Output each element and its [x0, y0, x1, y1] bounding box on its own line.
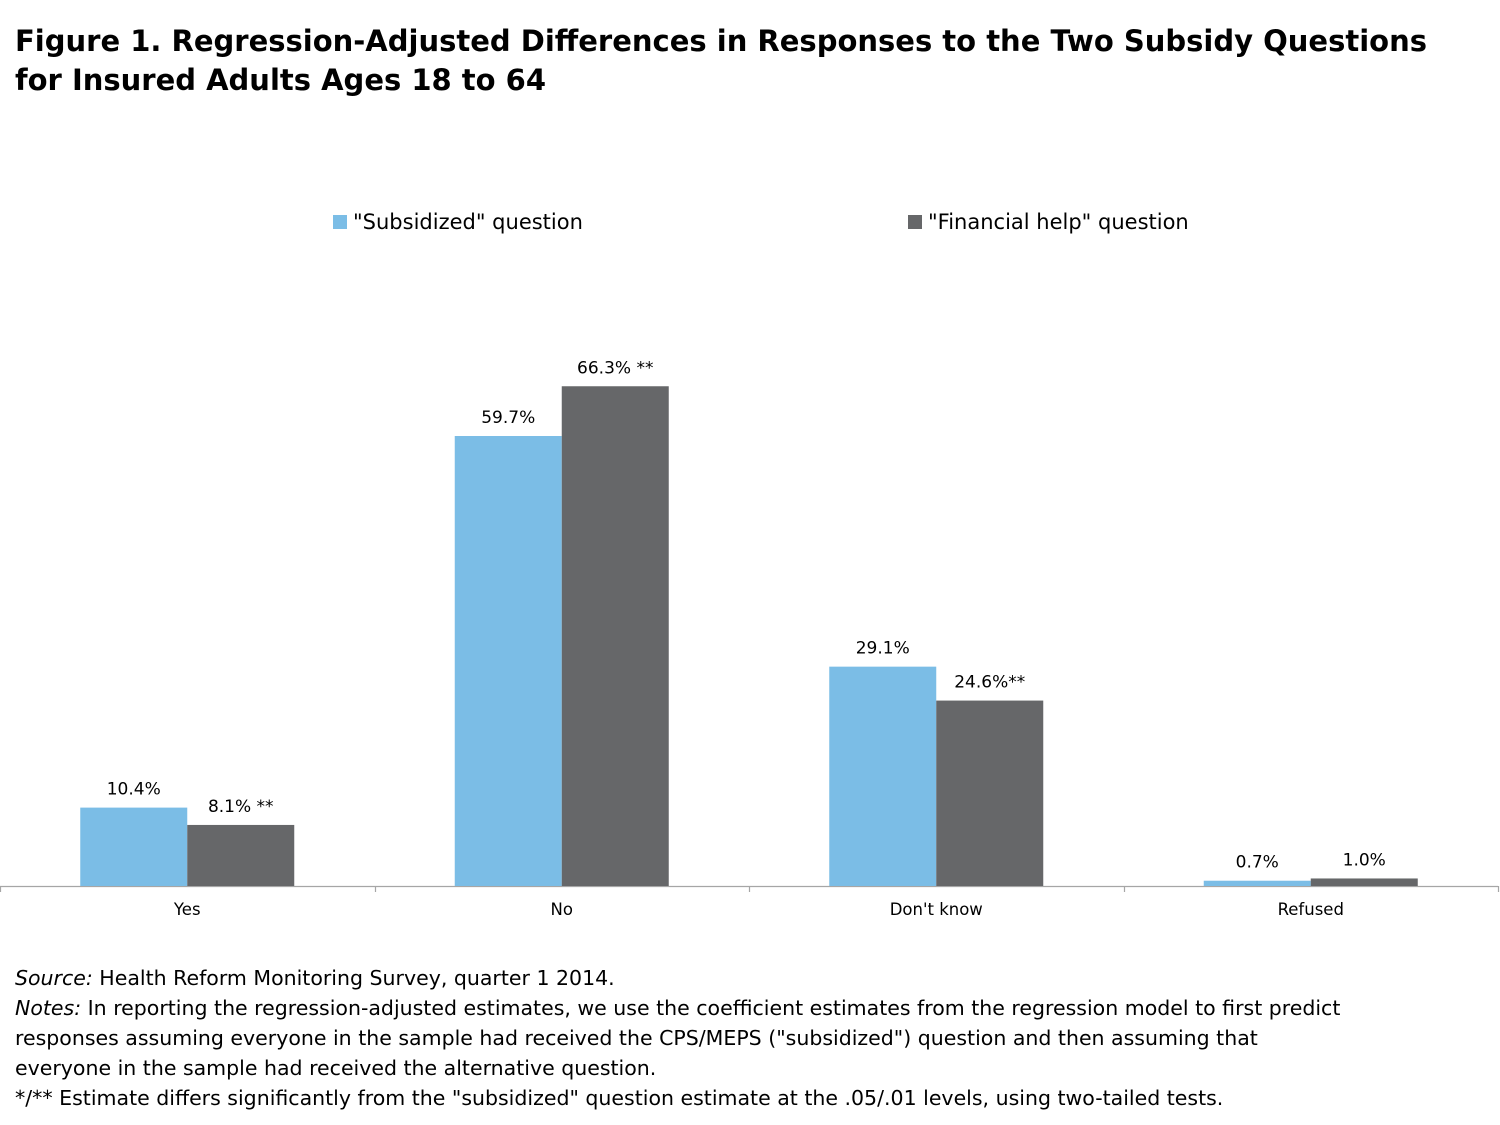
source-text: Health Reform Monitoring Survey, quarter… — [92, 966, 615, 990]
chart-title-line2: for Insured Adults Ages 18 to 64 — [15, 63, 547, 97]
data-label-financial-3: 1.0% — [1343, 850, 1386, 870]
legend-label-financial: "Financial help" question — [928, 210, 1189, 234]
bar-financial-0 — [187, 824, 295, 886]
x-tick-label-1: No — [551, 900, 573, 919]
bar-subsidized-1 — [454, 436, 562, 886]
x-tick-label-2: Don't know — [890, 900, 983, 919]
x-tick-label-3: Refused — [1278, 900, 1344, 919]
source-label: Source: — [15, 966, 93, 990]
data-label-financial-0: 8.1% ** — [208, 797, 274, 817]
notes-line-2: responses assuming everyone in the sampl… — [15, 1026, 1258, 1050]
notes-line-1: Notes: In reporting the regression-adjus… — [15, 993, 1485, 1023]
legend-label-subsidized: "Subsidized" question — [353, 210, 583, 234]
legend-swatch-financial — [908, 215, 922, 229]
bar-chart: 10.4% 8.1% ** Yes 59.7% 66.3% ** No 29.1% 24.6%… — [0, 358, 1500, 919]
x-tick-label-0: Yes — [173, 900, 201, 919]
bar-financial-3 — [1310, 878, 1418, 886]
data-label-subsidized-0: 10.4% — [107, 780, 161, 800]
notes-line-3: everyone in the sample had received the … — [15, 1056, 657, 1080]
data-label-financial-2: 24.6%** — [954, 673, 1025, 693]
data-label-subsidized-1: 59.7% — [481, 408, 535, 428]
bar-financial-2 — [936, 700, 1044, 886]
chart-title-line1: Figure 1. Regression-Adjusted Difference… — [15, 24, 1427, 58]
data-label-subsidized-2: 29.1% — [856, 639, 910, 659]
legend-item-financial: "Financial help" question — [908, 210, 1189, 234]
source-line: Source: Health Reform Monitoring Survey,… — [15, 963, 1485, 993]
significance-note: */** Estimate differs significantly from… — [15, 1086, 1224, 1110]
chart-title: Figure 1. Regression-Adjusted Difference… — [15, 22, 1475, 100]
notes-label: Notes: — [15, 996, 82, 1020]
legend-item-subsidized: "Subsidized" question — [333, 210, 583, 234]
bar-subsidized-0 — [80, 807, 188, 886]
bar-subsidized-3 — [1203, 880, 1311, 886]
chart-notes: Source: Health Reform Monitoring Survey,… — [15, 963, 1485, 1113]
data-label-financial-1: 66.3% ** — [577, 358, 653, 378]
bar-financial-1 — [561, 386, 669, 886]
notes-text-1: In reporting the regression-adjusted est… — [81, 996, 1341, 1020]
legend: "Subsidized" question "Financial help" q… — [0, 210, 1500, 240]
bar-subsidized-2 — [829, 666, 937, 886]
legend-swatch-subsidized — [333, 215, 347, 229]
data-label-subsidized-3: 0.7% — [1236, 853, 1279, 873]
